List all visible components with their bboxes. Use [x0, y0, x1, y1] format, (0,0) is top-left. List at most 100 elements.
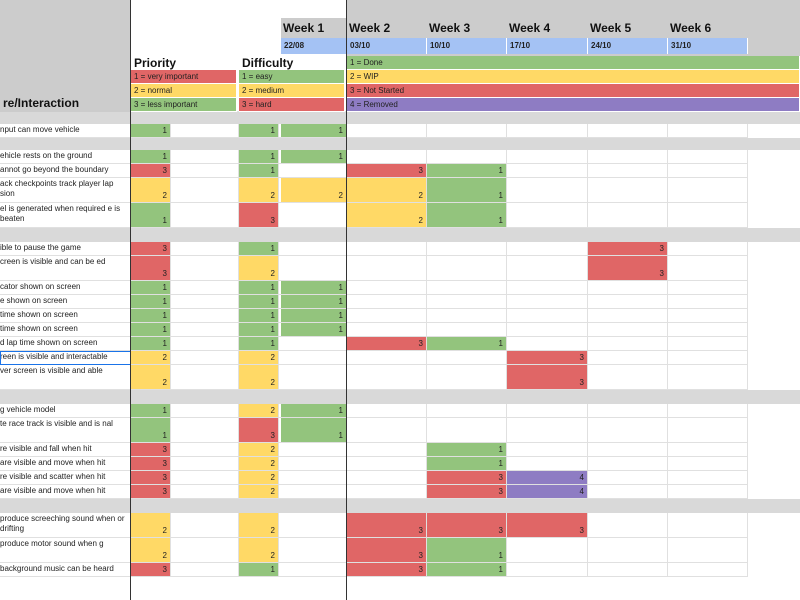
week-status-cell[interactable]	[507, 337, 588, 351]
empty-cell[interactable]	[171, 563, 239, 577]
week-status-cell[interactable]	[588, 538, 668, 563]
difficulty-cell[interactable]: 2	[239, 178, 279, 203]
week-status-cell[interactable]	[347, 323, 427, 337]
week-status-cell[interactable]	[347, 418, 427, 443]
week-status-cell[interactable]: 3	[427, 485, 507, 499]
week-status-cell[interactable]	[588, 150, 668, 164]
week-status-cell[interactable]: 2	[347, 203, 427, 228]
difficulty-cell[interactable]: 1	[239, 242, 279, 256]
week-status-cell[interactable]	[588, 351, 668, 365]
week-status-cell[interactable]	[347, 351, 427, 365]
week-status-cell[interactable]	[588, 295, 668, 309]
empty-cell[interactable]	[171, 538, 239, 563]
week-status-cell[interactable]	[347, 256, 427, 281]
feature-cell[interactable]: time shown on screen	[0, 309, 131, 323]
week-status-cell[interactable]	[281, 365, 347, 390]
week-status-cell[interactable]: 1	[281, 150, 347, 164]
week-status-cell[interactable]	[347, 457, 427, 471]
feature-cell[interactable]: are visible and move when hit	[0, 485, 131, 499]
week-status-cell[interactable]	[588, 281, 668, 295]
week-status-cell[interactable]	[668, 404, 748, 418]
priority-cell[interactable]: 1	[131, 337, 171, 351]
priority-legend-item[interactable]: 1 = very important	[131, 70, 237, 84]
week-status-cell[interactable]	[507, 538, 588, 563]
difficulty-cell[interactable]: 2	[239, 351, 279, 365]
priority-cell[interactable]: 1	[131, 295, 171, 309]
difficulty-cell[interactable]: 2	[239, 365, 279, 390]
priority-cell[interactable]: 1	[131, 124, 171, 138]
week-status-cell[interactable]	[668, 178, 748, 203]
week-status-cell[interactable]	[588, 471, 668, 485]
feature-cell[interactable]: g vehicle model	[0, 404, 131, 418]
week-status-cell[interactable]	[507, 295, 588, 309]
week-status-cell[interactable]	[668, 337, 748, 351]
week-status-cell[interactable]	[347, 443, 427, 457]
week-status-cell[interactable]	[668, 563, 748, 577]
empty-cell[interactable]	[171, 150, 239, 164]
feature-cell[interactable]: te race track is visible and is nal	[0, 418, 131, 443]
week-status-cell[interactable]: 3	[588, 256, 668, 281]
empty-cell[interactable]	[171, 124, 239, 138]
week-status-cell[interactable]	[507, 150, 588, 164]
week-status-cell[interactable]	[507, 124, 588, 138]
week-status-cell[interactable]	[427, 242, 507, 256]
week-status-cell[interactable]: 1	[427, 203, 507, 228]
week-status-cell[interactable]: 1	[427, 563, 507, 577]
week-status-cell[interactable]: 1	[281, 404, 347, 418]
week-status-cell[interactable]: 3	[507, 351, 588, 365]
week-status-cell[interactable]	[588, 337, 668, 351]
feature-cell[interactable]: creen is visible and can be ed	[0, 256, 131, 281]
week-status-cell[interactable]	[668, 309, 748, 323]
week-status-cell[interactable]	[668, 538, 748, 563]
feature-cell[interactable]: are visible and move when hit	[0, 457, 131, 471]
status-legend-item[interactable]: 3 = Not Started	[347, 84, 800, 98]
week-status-cell[interactable]	[507, 178, 588, 203]
week-status-cell[interactable]	[347, 281, 427, 295]
difficulty-cell[interactable]: 2	[239, 457, 279, 471]
week-status-cell[interactable]	[668, 124, 748, 138]
priority-cell[interactable]: 3	[131, 563, 171, 577]
week-status-cell[interactable]	[668, 242, 748, 256]
week-status-cell[interactable]	[588, 443, 668, 457]
priority-cell[interactable]: 3	[131, 164, 171, 178]
week-status-cell[interactable]: 1	[281, 281, 347, 295]
feature-cell[interactable]: time shown on screen	[0, 323, 131, 337]
week-status-cell[interactable]	[281, 164, 347, 178]
priority-cell[interactable]: 1	[131, 323, 171, 337]
status-legend-item[interactable]: 4 = Removed	[347, 98, 800, 112]
week-status-cell[interactable]: 1	[427, 457, 507, 471]
week-status-cell[interactable]: 2	[281, 178, 347, 203]
empty-cell[interactable]	[171, 471, 239, 485]
week-status-cell[interactable]	[347, 124, 427, 138]
difficulty-cell[interactable]: 1	[239, 563, 279, 577]
week-status-cell[interactable]	[281, 513, 347, 538]
week-status-cell[interactable]	[507, 404, 588, 418]
week-status-cell[interactable]	[507, 457, 588, 471]
week-status-cell[interactable]: 3	[347, 538, 427, 563]
priority-cell[interactable]: 2	[131, 513, 171, 538]
priority-cell[interactable]: 3	[131, 256, 171, 281]
difficulty-cell[interactable]: 2	[239, 471, 279, 485]
priority-legend-item[interactable]: 2 = normal	[131, 84, 237, 98]
feature-cell[interactable]: reen is visible and interactable	[0, 351, 131, 365]
week-status-cell[interactable]	[507, 443, 588, 457]
week-status-cell[interactable]	[507, 309, 588, 323]
priority-cell[interactable]: 3	[131, 242, 171, 256]
difficulty-cell[interactable]: 3	[239, 418, 279, 443]
week-status-cell[interactable]	[668, 485, 748, 499]
week-status-cell[interactable]	[588, 365, 668, 390]
empty-cell[interactable]	[171, 443, 239, 457]
week-status-cell[interactable]	[588, 124, 668, 138]
week-status-cell[interactable]	[427, 404, 507, 418]
week-status-cell[interactable]: 1	[281, 295, 347, 309]
week-status-cell[interactable]: 3	[347, 513, 427, 538]
week-status-cell[interactable]	[281, 203, 347, 228]
week-status-cell[interactable]: 1	[281, 309, 347, 323]
priority-cell[interactable]: 2	[131, 351, 171, 365]
week-status-cell[interactable]	[427, 150, 507, 164]
priority-cell[interactable]: 3	[131, 457, 171, 471]
week-status-cell[interactable]: 3	[507, 365, 588, 390]
feature-cell[interactable]: e shown on screen	[0, 295, 131, 309]
week-status-cell[interactable]	[668, 295, 748, 309]
week-status-cell[interactable]	[588, 457, 668, 471]
